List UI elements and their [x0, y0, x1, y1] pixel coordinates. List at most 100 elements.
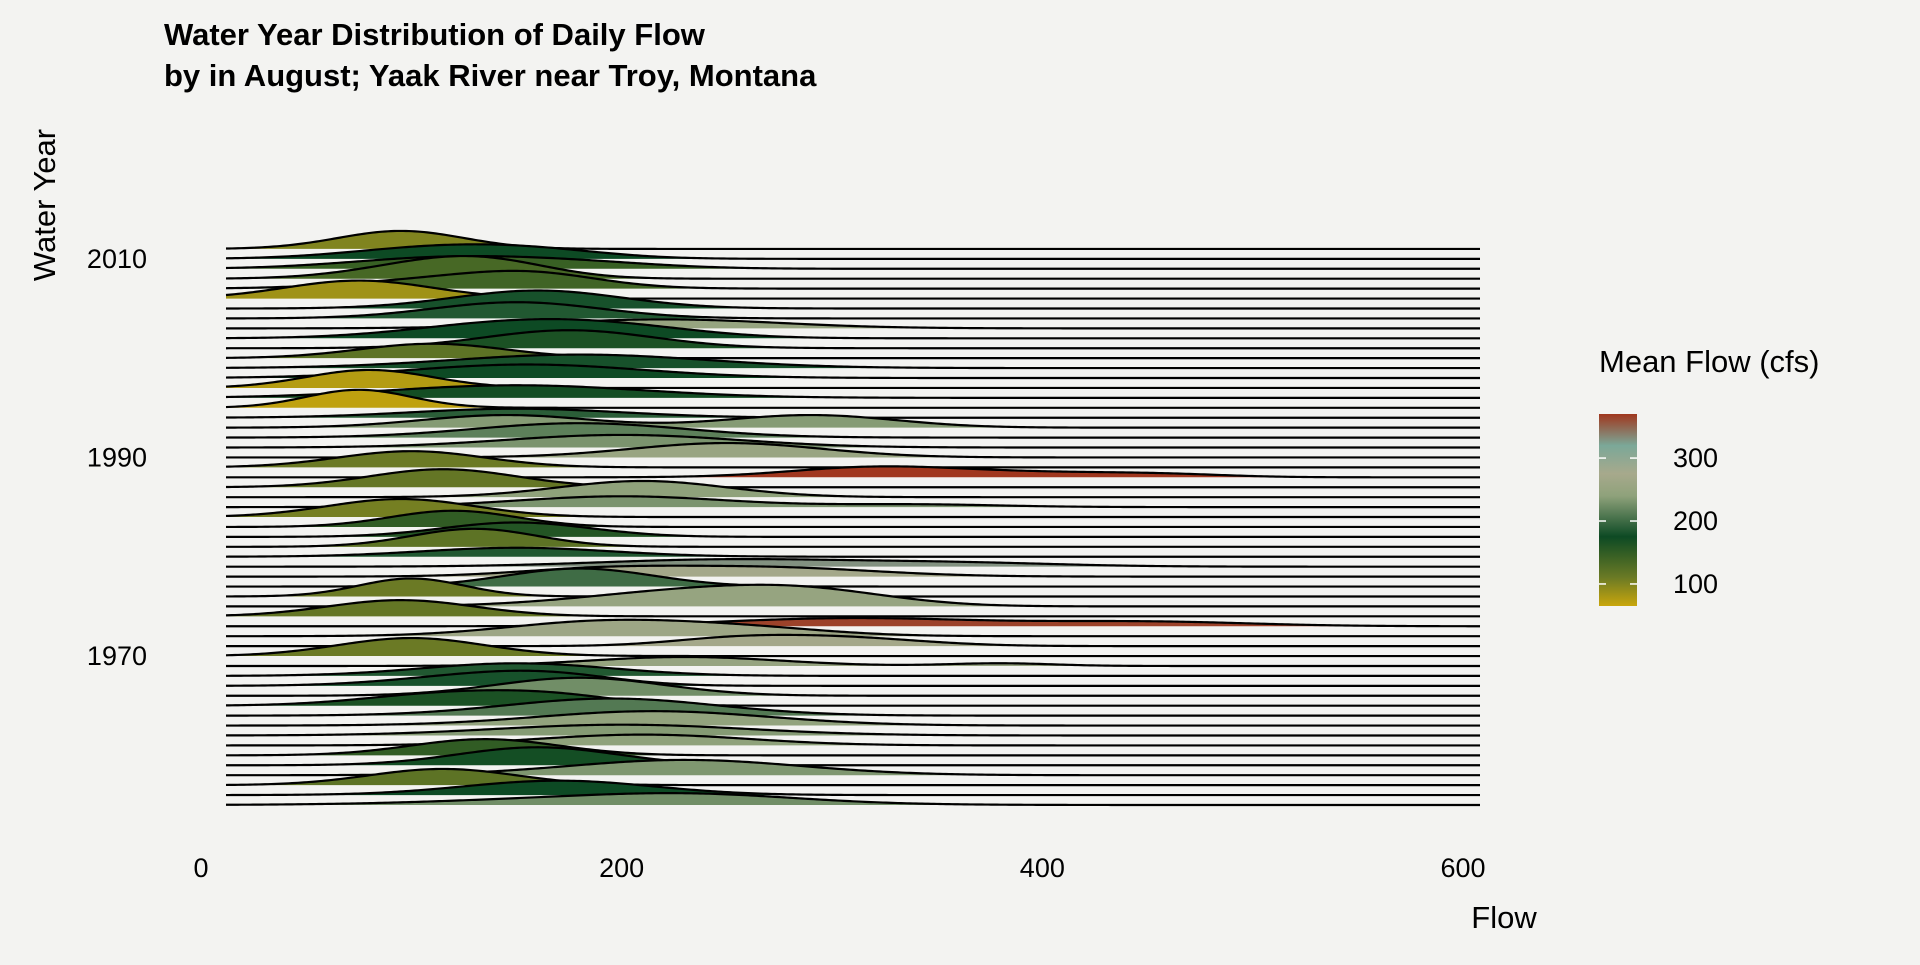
ridge-line-1963 [226, 710, 1480, 727]
ridge-1987 [225, 468, 1480, 489]
legend-ticks: 100 200 300 [1599, 443, 1718, 599]
ridge-line-1978 [226, 564, 1480, 578]
ridges-group [225, 229, 1480, 807]
ridge-fill-1963 [226, 711, 1480, 726]
ridge-line-1974 [225, 599, 1480, 618]
ridge-2004 [225, 301, 1480, 320]
ridge-fill-1971 [226, 634, 1480, 647]
ridge-line-1981 [226, 527, 1480, 548]
ridge-1981 [226, 527, 1480, 548]
ridge-line-2003 [226, 318, 1480, 330]
x-axis-ticks: 0 200 400 600 [193, 853, 1485, 883]
ridge-2010 [225, 243, 1480, 260]
ridge-1982 [226, 521, 1480, 538]
ridge-line-1962 [225, 723, 1480, 737]
ridge-1997 [225, 368, 1480, 390]
ridge-line-2006 [225, 279, 1480, 300]
ridge-line-1993 [225, 413, 1480, 429]
ridge-line-2011 [225, 229, 1480, 251]
ridge-fill-1960 [226, 739, 1480, 756]
ridge-line-2005 [226, 289, 1480, 310]
ridge-fill-1998 [226, 364, 1480, 379]
ridge-fill-2001 [226, 330, 1480, 349]
ridge-fill-1970 [226, 638, 1480, 657]
ridge-line-1980 [225, 546, 1480, 558]
ridge-fill-1959 [226, 747, 1480, 766]
ridge-line-1982 [226, 521, 1480, 538]
ridge-fill-1972 [226, 619, 1480, 637]
ridge-2006 [225, 279, 1480, 300]
legend-color-bar [1599, 414, 1637, 606]
ridge-fill-1992 [226, 423, 1480, 438]
ridge-line-1998 [225, 363, 1480, 380]
ridge-fill-1980 [226, 547, 1480, 557]
ridge-line-1983 [225, 509, 1480, 529]
ridge-1979 [226, 557, 1480, 568]
ridge-1998 [225, 363, 1480, 380]
color-legend: Mean Flow (cfs) 100 200 300 [1599, 344, 1819, 606]
x-tick-label: 400 [1020, 853, 1065, 883]
y-tick-label: 2010 [87, 244, 147, 274]
legend-title: Mean Flow (cfs) [1599, 344, 1819, 379]
ridge-line-1972 [226, 618, 1480, 638]
ridge-1984 [225, 497, 1480, 519]
ridge-1963 [226, 710, 1480, 727]
ridge-line-2004 [225, 301, 1480, 320]
ridge-line-1997 [225, 368, 1480, 390]
ridge-fill-1981 [226, 528, 1480, 547]
ridge-fill-1990 [226, 443, 1480, 458]
ridge-fill-2004 [226, 302, 1480, 319]
ridge-1974 [225, 599, 1480, 618]
ridge-1964 [226, 697, 1480, 717]
ridge-fill-1974 [226, 600, 1480, 617]
ridge-line-1979 [226, 557, 1480, 568]
y-axis-title: Water Year [27, 129, 62, 281]
y-tick-label: 1970 [87, 641, 147, 671]
ridge-1991 [226, 433, 1480, 449]
ridge-fill-1988 [226, 466, 1480, 478]
ridge-fill-1986 [226, 480, 1480, 498]
ridge-line-1992 [225, 422, 1480, 439]
ridge-line-1970 [225, 636, 1480, 658]
ridge-fill-1987 [226, 469, 1480, 488]
x-tick-label: 0 [193, 853, 208, 883]
ridge-1980 [225, 546, 1480, 558]
ridge-fill-1985 [226, 496, 1480, 508]
ridge-1956 [226, 779, 1480, 797]
ridge-line-1964 [226, 697, 1480, 717]
ridge-line-1960 [225, 738, 1480, 757]
ridge-1969 [226, 655, 1480, 668]
ridge-line-2002 [225, 317, 1480, 340]
ridge-fill-2006 [226, 280, 1480, 299]
legend-tick-label: 100 [1673, 569, 1718, 599]
ridge-2011 [225, 229, 1480, 251]
ridge-fill-1977 [226, 568, 1480, 587]
ridge-line-1965 [225, 689, 1480, 707]
legend-tick-label: 200 [1673, 506, 1718, 536]
ridge-fill-1984 [226, 499, 1480, 518]
ridge-fill-1956 [226, 780, 1480, 796]
x-tick-label: 600 [1440, 853, 1485, 883]
ridge-fill-1955 [226, 793, 1480, 805]
ridge-line-1956 [226, 779, 1480, 797]
ridge-1986 [226, 479, 1480, 499]
y-axis-ticks: 1970 1990 2010 [87, 244, 147, 671]
legend-tick-label: 300 [1673, 443, 1718, 473]
ridge-fill-1996 [226, 385, 1480, 398]
chart-title-line-1: Water Year Distribution of Daily Flow [164, 17, 706, 52]
ridge-fill-2007 [226, 270, 1480, 289]
ridge-line-1999 [225, 353, 1480, 370]
ridge-1992 [225, 422, 1480, 439]
ridge-line-2008 [225, 254, 1480, 280]
ridge-line-1955 [225, 792, 1480, 807]
ridge-line-1995 [225, 388, 1480, 409]
ridge-fill-1989 [226, 451, 1480, 468]
ridge-line-1984 [225, 497, 1480, 519]
ridge-line-2007 [225, 269, 1480, 290]
ridge-fill-1995 [226, 389, 1480, 408]
ridge-line-2000 [225, 342, 1480, 360]
ridge-2003 [226, 318, 1480, 330]
x-tick-label: 200 [599, 853, 644, 883]
